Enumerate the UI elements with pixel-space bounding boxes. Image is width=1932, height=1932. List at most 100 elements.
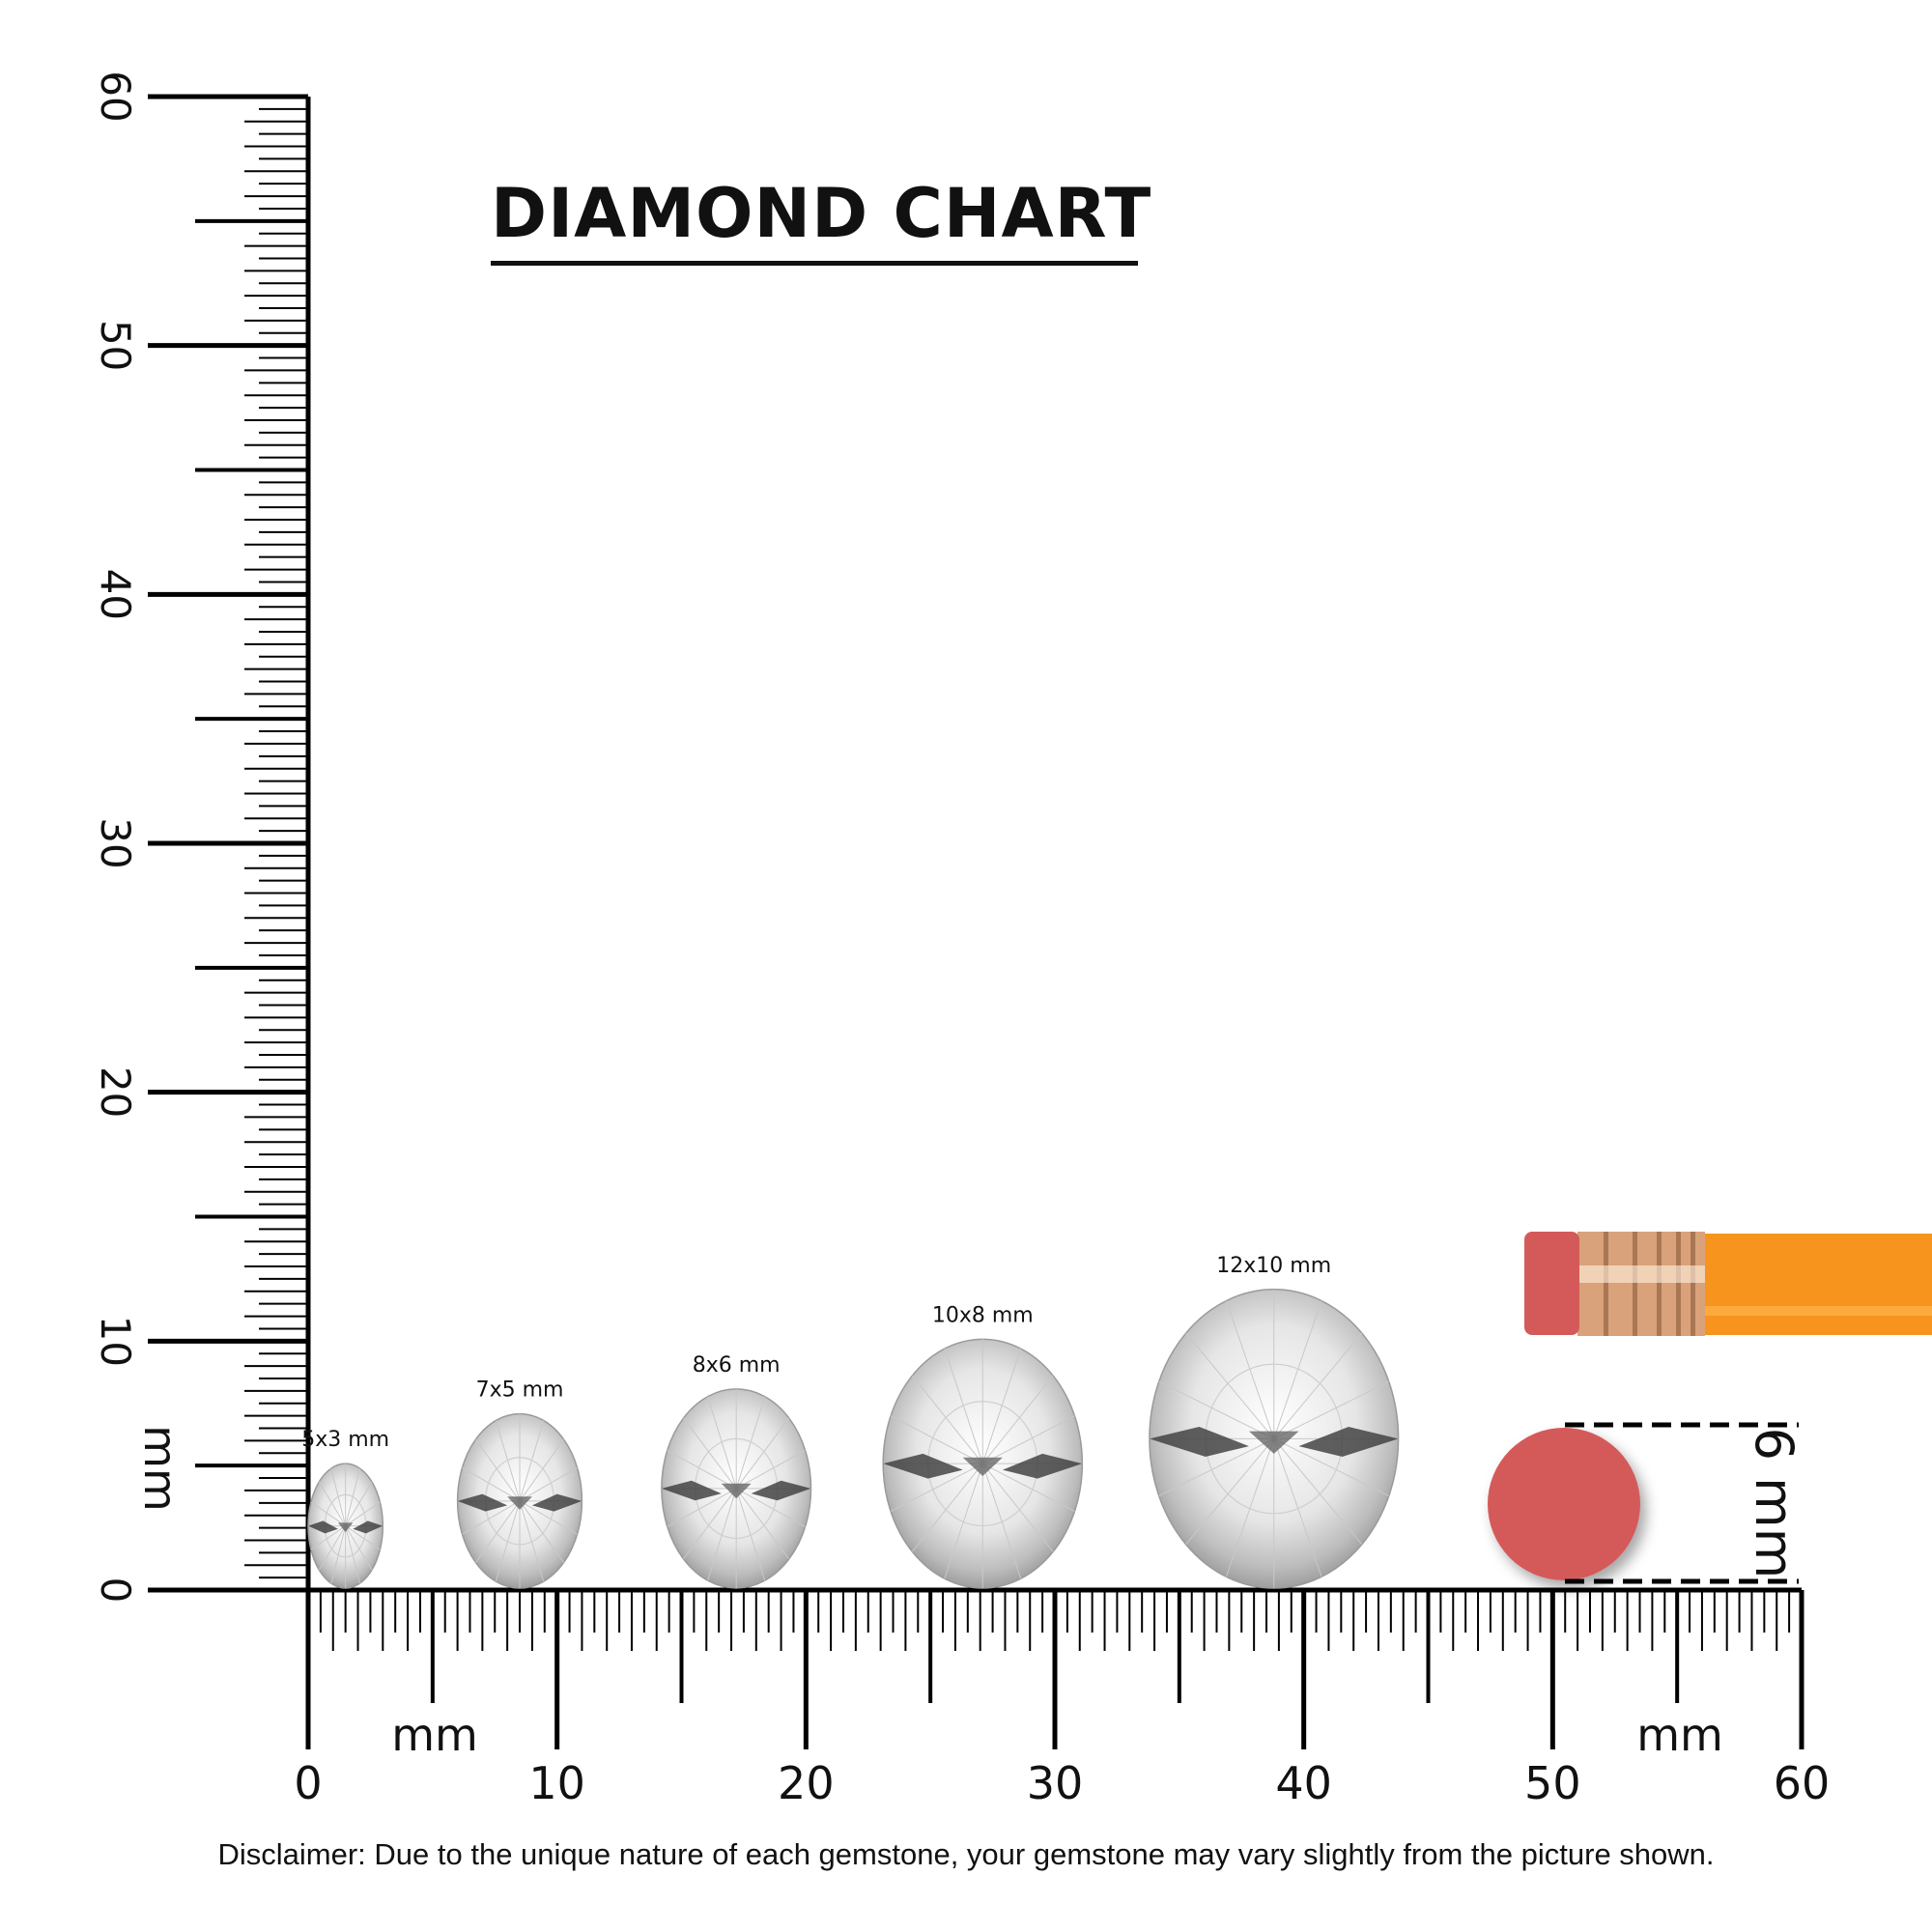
horizontal-unit-label: mm xyxy=(391,1709,478,1761)
diamond-facet xyxy=(519,1420,545,1501)
pencil-eraser xyxy=(1524,1232,1579,1335)
pencil xyxy=(1524,1232,1932,1336)
diamond-shadow-facet xyxy=(531,1493,582,1512)
diamond-shadow-facet xyxy=(962,1457,1003,1477)
diamond-size-label: 7x5 mm xyxy=(476,1378,564,1403)
page-title: DIAMOND CHART xyxy=(491,174,1152,253)
diamond-facet xyxy=(735,1488,806,1527)
vertical-ruler-label: 40 xyxy=(92,569,139,620)
horizontal-ruler-label: 40 xyxy=(1275,1757,1332,1809)
diamond-facet xyxy=(1273,1300,1322,1439)
diamond-facet xyxy=(1273,1332,1363,1439)
diamond-facet xyxy=(1185,1438,1275,1546)
diamond-facet xyxy=(1273,1437,1389,1497)
diamond-shadow-facet xyxy=(457,1493,508,1512)
diamond-facet xyxy=(981,1375,1054,1464)
diamond-facet xyxy=(944,1463,983,1579)
diamond-facet xyxy=(519,1500,545,1582)
horizontal-ruler-label: 0 xyxy=(294,1757,322,1809)
vertical-ruler-label: 60 xyxy=(92,71,139,122)
diamond-facet xyxy=(519,1500,564,1563)
diamond-facet xyxy=(318,1525,347,1571)
diamond-shadow-facet xyxy=(507,1496,532,1510)
diamond-facet xyxy=(982,1415,1075,1464)
diamond-size-label: 12x10 mm xyxy=(1216,1254,1331,1278)
diamond-facet xyxy=(1225,1438,1275,1577)
diamond-facet xyxy=(1158,1437,1274,1497)
diamond-facet xyxy=(345,1501,381,1526)
horizontal-ruler-label: 30 xyxy=(1027,1757,1084,1809)
ferrule-ridge xyxy=(1657,1232,1662,1336)
diamond-shadow-facet xyxy=(661,1480,722,1501)
diamond-facet xyxy=(1273,1438,1363,1546)
eraser-reference-circle xyxy=(1488,1428,1640,1580)
ferrule-ridge xyxy=(1690,1232,1695,1336)
diamond-shadow-facet xyxy=(883,1453,963,1479)
diamond-shadow-facet xyxy=(751,1480,811,1501)
diamond-facet xyxy=(462,1500,521,1535)
ferrule-ridge xyxy=(1633,1232,1637,1336)
diamond-shadow-facet xyxy=(1149,1427,1249,1457)
diamond-facet xyxy=(475,1438,521,1502)
diamond-size-label: 10x8 mm xyxy=(932,1303,1034,1327)
diamond-facet xyxy=(345,1481,373,1526)
pencil-body xyxy=(1703,1234,1932,1335)
diamond-facet xyxy=(667,1450,737,1490)
diamond-facet xyxy=(735,1488,766,1581)
vertical-ruler-label: 30 xyxy=(92,817,139,868)
diamond-facet xyxy=(683,1417,737,1490)
diamond-shadow-facet xyxy=(1002,1453,1083,1479)
diamond-shadow-facet xyxy=(308,1520,338,1534)
diamond-facet xyxy=(981,1463,1054,1552)
diamond-size-label: 5x3 mm xyxy=(301,1428,389,1452)
oval-diamond xyxy=(1149,1289,1400,1589)
oval-diamond xyxy=(661,1388,812,1589)
diamond-facet xyxy=(982,1463,1075,1512)
diamond-facet xyxy=(1225,1300,1275,1439)
ferrule-shine xyxy=(1577,1265,1705,1283)
diamond-facet xyxy=(683,1488,737,1560)
diamond-shadow-facet xyxy=(1298,1427,1399,1457)
diamond-facet xyxy=(735,1488,790,1560)
diamond-shadow-facet xyxy=(1248,1431,1299,1454)
eraser-size-label: 6 mm xyxy=(1744,1428,1804,1579)
diamond-facet xyxy=(890,1415,983,1464)
diamond-facet xyxy=(310,1501,346,1526)
title-underline xyxy=(491,261,1138,266)
diamond-facet xyxy=(707,1488,737,1581)
diamond-facet xyxy=(345,1525,373,1571)
diamond-shadow-facet xyxy=(337,1522,354,1533)
diamond-facet xyxy=(912,1463,983,1552)
diamond-facet xyxy=(495,1500,521,1582)
oval-diamond xyxy=(307,1463,384,1589)
vertical-ruler-label: 0 xyxy=(92,1577,139,1604)
vertical-unit-label: mm xyxy=(134,1425,186,1512)
diamond-facet xyxy=(981,1463,1022,1579)
diamond-facet xyxy=(890,1463,983,1512)
diamond-facet xyxy=(519,1438,564,1502)
horizontal-ruler-label: 10 xyxy=(528,1757,585,1809)
diamond-facet xyxy=(475,1500,521,1563)
vertical-ruler-label: 20 xyxy=(92,1066,139,1118)
diamond-shadow-facet xyxy=(721,1483,752,1499)
diamond-facet xyxy=(1158,1380,1274,1439)
diamond-shadow-facet xyxy=(353,1520,384,1534)
pencil-ferrule xyxy=(1577,1232,1705,1336)
diamond-facet xyxy=(707,1396,737,1490)
vertical-ruler-label: 10 xyxy=(92,1316,139,1367)
diamond-facet xyxy=(310,1525,346,1550)
horizontal-ruler-label: 20 xyxy=(778,1757,835,1809)
diamond-facet xyxy=(735,1417,790,1490)
oval-diamond xyxy=(456,1412,583,1589)
oval-diamond xyxy=(882,1338,1084,1589)
ferrule-ridge xyxy=(1676,1232,1681,1336)
diamond-facet xyxy=(912,1375,983,1464)
horizontal-ruler-label: 60 xyxy=(1774,1757,1831,1809)
ferrule-ridge xyxy=(1604,1232,1608,1336)
diamond-facet xyxy=(981,1348,1022,1464)
diamond-facet xyxy=(667,1488,737,1527)
horizontal-unit-label: mm xyxy=(1636,1709,1723,1761)
diamond-size-label: 8x6 mm xyxy=(693,1353,781,1378)
disclaimer-text: Disclaimer: Due to the unique nature of … xyxy=(217,1837,1715,1871)
